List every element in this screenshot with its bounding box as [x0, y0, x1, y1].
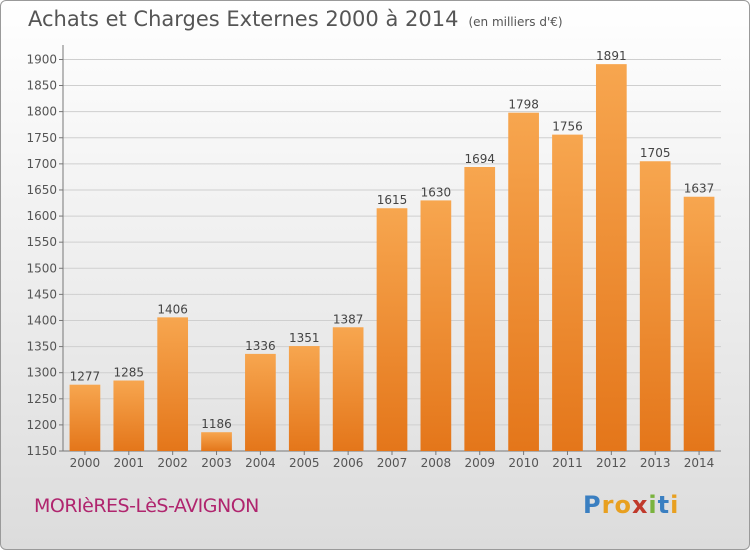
- bar: [420, 200, 452, 451]
- bar: [595, 64, 627, 451]
- logo-letter: i: [648, 491, 658, 519]
- y-tick-label: 1850: [26, 79, 57, 93]
- title-unit: (en milliers d'€): [468, 15, 563, 29]
- data-label: 1637: [684, 182, 715, 196]
- data-label: 1891: [596, 49, 627, 63]
- bar: [69, 384, 101, 451]
- data-label: 1277: [70, 370, 101, 384]
- bars: [69, 64, 715, 451]
- y-tick-label: 1150: [26, 444, 57, 458]
- y-tick-label: 1500: [26, 261, 57, 275]
- logo-letter: t: [657, 491, 671, 519]
- bar: [376, 208, 408, 451]
- bar: [245, 353, 276, 451]
- logo-letter: P: [583, 491, 602, 519]
- proxiti-logo: Proxiti: [583, 491, 679, 519]
- x-tick-label: 2008: [421, 456, 452, 470]
- logo-letter: i: [670, 491, 680, 519]
- axes: 1150 1200 1250 1300 1350 1400 1450 1500 1550 1600…: [26, 45, 721, 470]
- x-tick-label: 2003: [201, 456, 232, 470]
- x-tick-label: 2000: [70, 456, 101, 470]
- bar: [683, 196, 715, 451]
- x-tick-label: 2010: [508, 456, 539, 470]
- logo-letter: o: [614, 491, 632, 519]
- data-label: 1406: [157, 302, 188, 316]
- chart-title: Achats et Charges Externes 2000 à 2014 (e…: [28, 7, 563, 31]
- y-tick-label: 1800: [26, 105, 57, 119]
- x-tick-label: 2007: [377, 456, 408, 470]
- data-label: 1351: [289, 331, 320, 345]
- data-label: 1694: [464, 152, 495, 166]
- y-tick-label: 1750: [26, 131, 57, 145]
- data-label: 1285: [114, 366, 145, 380]
- place-name: MORIèRES-LèS-AVIGNON: [34, 495, 259, 517]
- bar: [288, 346, 320, 451]
- y-tick-label: 1600: [26, 209, 57, 223]
- data-label: 1630: [421, 185, 452, 199]
- data-label: 1798: [508, 98, 539, 112]
- bar: [552, 134, 583, 451]
- logo-letter: r: [601, 491, 615, 519]
- x-tick-label: 2006: [333, 456, 364, 470]
- y-tick-label: 1250: [26, 392, 57, 406]
- y-tick-label: 1400: [26, 313, 57, 327]
- data-label: 1186: [201, 417, 232, 431]
- data-label: 1336: [245, 339, 276, 353]
- y-tick-label: 1650: [26, 183, 57, 197]
- bar: [201, 432, 232, 451]
- y-tick-label: 1700: [26, 157, 57, 171]
- x-tick-label: 2005: [289, 456, 320, 470]
- data-label: 1756: [552, 120, 583, 134]
- data-label: 1705: [640, 146, 671, 160]
- data-label: 1615: [377, 193, 408, 207]
- bar: [113, 380, 145, 451]
- data-label: 1387: [333, 312, 364, 326]
- logo-letter: x: [631, 491, 649, 519]
- bar: [464, 166, 496, 451]
- bar: [157, 317, 189, 451]
- bar: [639, 161, 671, 451]
- y-tick-label: 1450: [26, 287, 57, 301]
- y-tick-label: 1350: [26, 340, 57, 354]
- y-tick-label: 1300: [26, 366, 57, 380]
- y-tick-label: 1200: [26, 418, 57, 432]
- x-tick-label: 2001: [114, 456, 145, 470]
- x-tick-label: 2002: [157, 456, 188, 470]
- x-tick-label: 2004: [245, 456, 276, 470]
- y-tick-label: 1900: [26, 52, 57, 66]
- y-tick-label: 1550: [26, 235, 57, 249]
- labels: 1277 1285 1406 1186 1336 1351 1387 1615 1630 1694…: [70, 49, 715, 431]
- bar: [508, 112, 539, 451]
- title-main: Achats et Charges Externes 2000 à 2014: [28, 7, 459, 31]
- x-tick-label: 2014: [684, 456, 715, 470]
- bar: [332, 327, 364, 451]
- x-tick-label: 2012: [596, 456, 627, 470]
- x-tick-label: 2011: [552, 456, 583, 470]
- x-tick-label: 2013: [640, 456, 671, 470]
- x-tick-label: 2009: [464, 456, 495, 470]
